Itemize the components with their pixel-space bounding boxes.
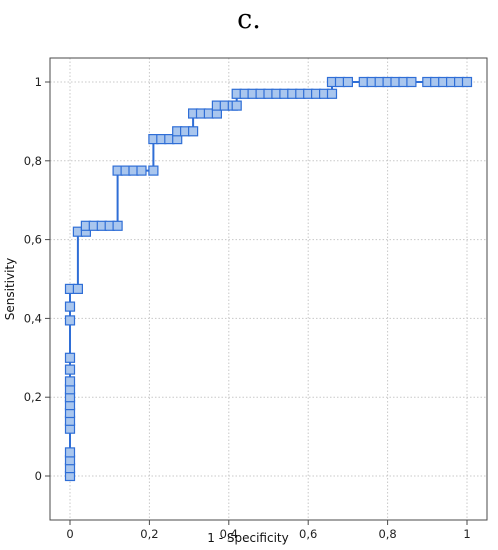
x-tick-label: 0,4 xyxy=(220,527,238,541)
panel-label: c. xyxy=(237,4,261,35)
roc-point xyxy=(326,88,338,99)
roc-point xyxy=(406,76,417,88)
x-tick-label: 1 xyxy=(463,527,470,541)
roc-curve-line xyxy=(69,81,467,476)
roc-point xyxy=(64,376,76,387)
roc-series xyxy=(64,76,473,482)
x-tick-label: 0 xyxy=(66,527,73,541)
x-axis-title: 1 - Specificity xyxy=(207,531,288,545)
x-tick-label: 0,6 xyxy=(299,527,317,541)
roc-point xyxy=(72,283,84,294)
roc-point xyxy=(342,76,353,88)
axis-ticks: 0 0,2 0,4 0,6 0,8 1 0 0,2 0,4 0,6 0,8 1 xyxy=(24,75,471,541)
roc-point xyxy=(64,301,76,312)
x-tick-label: 0,2 xyxy=(140,527,158,541)
y-axis-title: Sensitivity xyxy=(3,258,17,320)
roc-point xyxy=(64,352,76,363)
roc-point xyxy=(64,315,76,326)
y-tick-label: 0,6 xyxy=(24,233,42,247)
x-tick-label: 0,8 xyxy=(378,527,396,541)
roc-point xyxy=(64,447,76,458)
roc-point xyxy=(188,126,199,137)
roc-point xyxy=(64,364,76,375)
roc-point xyxy=(461,76,473,88)
roc-point xyxy=(136,165,147,176)
plot-frame xyxy=(49,57,488,521)
y-tick-label: 0,8 xyxy=(24,154,42,168)
y-tick-label: 0,2 xyxy=(24,390,42,404)
roc-point xyxy=(148,165,159,176)
roc-point xyxy=(231,100,242,111)
y-tick-label: 1 xyxy=(35,75,42,89)
y-tick-label: 0,4 xyxy=(24,311,42,325)
roc-point xyxy=(112,220,123,231)
grid xyxy=(50,58,487,520)
y-tick-label: 0 xyxy=(35,469,42,483)
